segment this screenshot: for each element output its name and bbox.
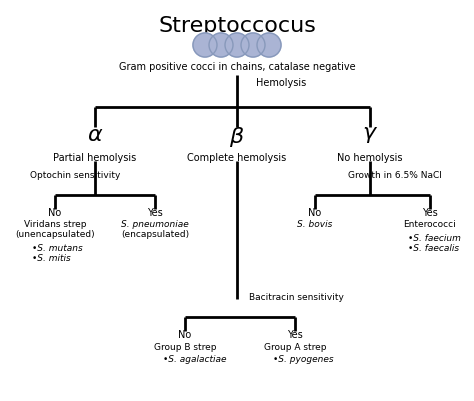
Text: No: No	[48, 207, 62, 217]
Text: Group B strep: Group B strep	[154, 342, 216, 351]
Text: •S. mutans: •S. mutans	[32, 243, 83, 252]
Text: (encapsulated): (encapsulated)	[121, 229, 189, 239]
Text: Complete hemolysis: Complete hemolysis	[187, 153, 287, 162]
Text: •S. faecalis: •S. faecalis	[408, 243, 459, 252]
Text: No: No	[309, 207, 322, 217]
Text: No hemolysis: No hemolysis	[337, 153, 403, 162]
Text: Gram positive cocci in chains, catalase negative: Gram positive cocci in chains, catalase …	[118, 62, 356, 72]
Text: •S. pyogenes: •S. pyogenes	[273, 354, 334, 363]
Text: Yes: Yes	[147, 207, 163, 217]
Text: Hemolysis: Hemolysis	[256, 78, 306, 88]
Text: •S. agalactiae: •S. agalactiae	[163, 354, 227, 363]
Text: No: No	[178, 329, 191, 339]
Text: $\gamma$: $\gamma$	[362, 125, 378, 145]
Text: S. pneumoniae: S. pneumoniae	[121, 219, 189, 229]
Circle shape	[257, 34, 281, 58]
Text: Bacitracin sensitivity: Bacitracin sensitivity	[249, 293, 344, 302]
Circle shape	[193, 34, 217, 58]
Circle shape	[225, 34, 249, 58]
Text: Growth in 6.5% NaCl: Growth in 6.5% NaCl	[348, 171, 442, 180]
Text: •S. mitis: •S. mitis	[32, 253, 71, 262]
Text: Streptoccocus: Streptoccocus	[158, 16, 316, 36]
Circle shape	[209, 34, 233, 58]
Text: $\beta$: $\beta$	[229, 125, 245, 149]
Text: Optochin sensitivity: Optochin sensitivity	[30, 171, 120, 180]
Text: S. bovis: S. bovis	[297, 219, 333, 229]
Text: (unencapsulated): (unencapsulated)	[15, 229, 95, 239]
Text: •S. faecium: •S. faecium	[408, 233, 461, 242]
Circle shape	[241, 34, 265, 58]
Text: Yes: Yes	[287, 329, 303, 339]
Text: Partial hemolysis: Partial hemolysis	[54, 153, 137, 162]
Text: Group A strep: Group A strep	[264, 342, 326, 351]
Text: Enterococci: Enterococci	[404, 219, 456, 229]
Text: Viridans strep: Viridans strep	[24, 219, 86, 229]
Text: $\alpha$: $\alpha$	[87, 125, 103, 145]
Text: Yes: Yes	[422, 207, 438, 217]
